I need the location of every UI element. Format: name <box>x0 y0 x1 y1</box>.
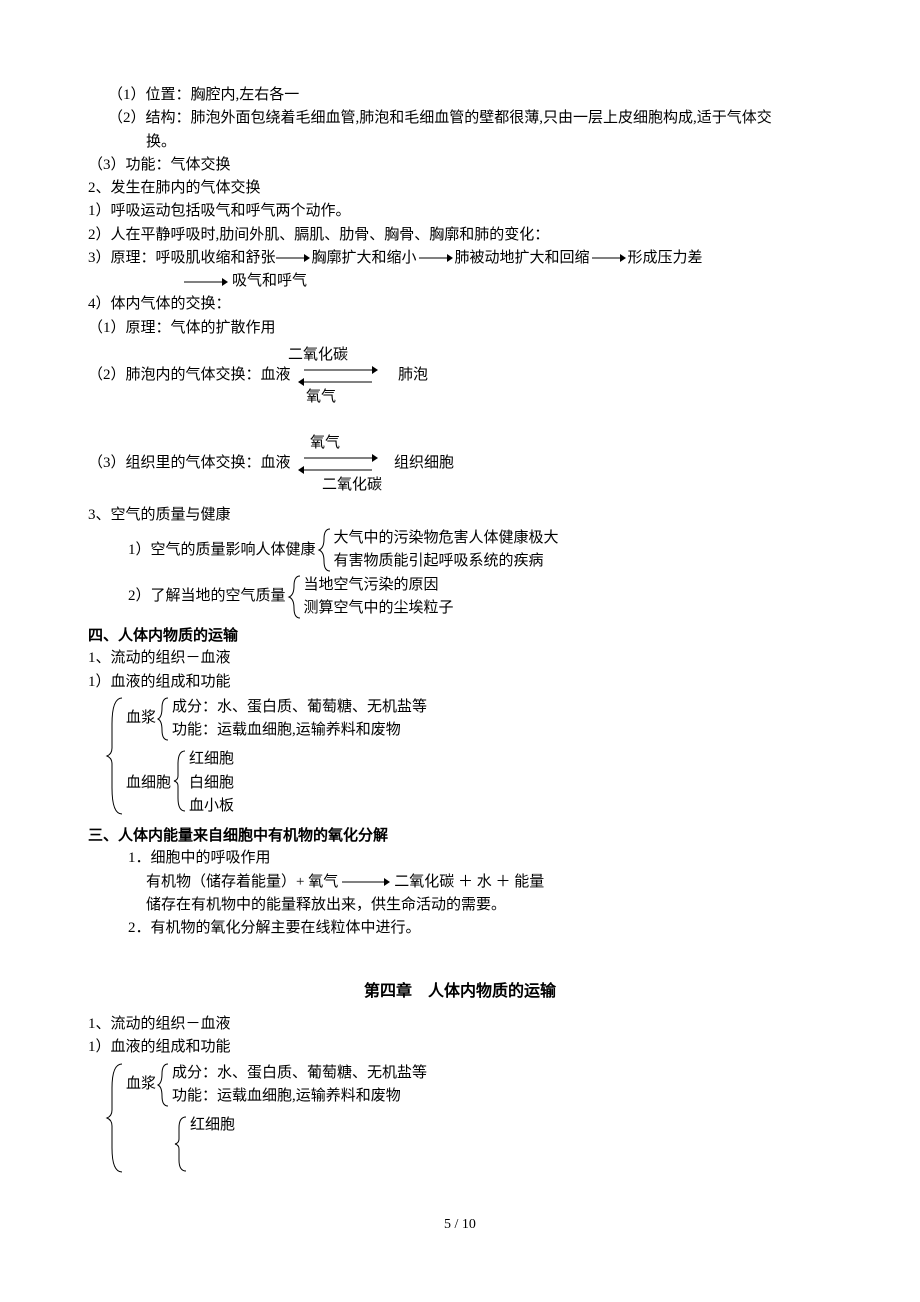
brace-icon <box>316 527 334 573</box>
flow-b: 胸廓扩大和缩小 <box>312 247 417 270</box>
flow-a: 3）原理：呼吸肌收缩和舒张 <box>88 247 276 270</box>
struct-line: （2）结构：肺泡外面包绕着毛细血管,肺泡和毛细血管的壁都很薄,只由一层上皮细胞构… <box>88 107 832 130</box>
bloodcell-row: 血细胞 红细胞 白细胞 血小板 <box>126 748 427 818</box>
sec2: 2、发生在肺内的气体交换 <box>88 177 832 200</box>
brace-icon <box>104 694 126 818</box>
heading-4: 四、人体内物质的运输 <box>88 624 832 647</box>
principle-flow: 3）原理：呼吸肌收缩和舒张 胸廓扩大和缩小 肺被动地扩大和回缩 形成压力差 <box>88 247 832 270</box>
blood-composition: 血浆 成分：水、蛋白质、葡萄糖、无机盐等 功能：运载血细胞,运输养料和废物 血细… <box>88 694 832 820</box>
brace-icon <box>104 1060 126 1176</box>
alveoli-exchange-diagram: 二氧化碳 （2）肺泡内的气体交换：血液 肺泡 氧气 <box>88 342 832 412</box>
double-arrow-icon <box>298 364 378 388</box>
s4-1-1: 1）血液的组成和功能 <box>88 671 832 694</box>
flow-c: 肺被动地扩大和回缩 <box>455 247 590 270</box>
r4-1: 1、流动的组织－血液 <box>88 1013 832 1036</box>
flow-e: 吸气和呼气 <box>232 270 307 293</box>
aq1-items: 大气中的污染物危害人体健康极大 有害物质能引起呼吸系统的疾病 <box>334 527 559 574</box>
bloodcell-label: 血细胞 <box>126 772 171 795</box>
arrow-right-icon <box>184 276 228 288</box>
eq-right: 二氧化碳 ＋ 水 ＋ 能量 <box>394 871 544 894</box>
double-arrow-icon <box>298 452 378 476</box>
arrow-right-icon <box>592 252 626 264</box>
arrow-right-icon <box>276 252 310 264</box>
arrow-right-icon <box>419 252 453 264</box>
brace-icon <box>156 696 172 742</box>
aq1-b: 有害物质能引起呼吸系统的疾病 <box>334 550 559 573</box>
flow-d: 形成压力差 <box>628 247 703 270</box>
air-quality-row-2: 2）了解当地的空气质量 当地空气污染的原因 测算空气中的尘埃粒子 <box>88 574 832 621</box>
aq2-items: 当地空气污染的原因 测算空气中的尘埃粒子 <box>304 574 454 621</box>
bc-p: 血小板 <box>189 795 234 818</box>
aq1-label: 1）空气的质量影响人体健康 <box>128 527 316 574</box>
r4-1-1: 1）血液的组成和功能 <box>88 1036 832 1059</box>
s3-1c: 储存在有机物中的能量释放出来，供生命活动的需要。 <box>88 894 832 917</box>
aq1-a: 大气中的污染物危害人体健康极大 <box>334 527 559 550</box>
bloodcell-row-2: 红细胞 <box>126 1114 427 1184</box>
respiration-eq: 有机物（储存着能量）+ 氧气 二氧化碳 ＋ 水 ＋ 能量 <box>88 871 832 894</box>
eq-left: 有机物（储存着能量）+ 氧气 <box>146 871 338 894</box>
loc-line: （1）位置：胸腔内,左右各一 <box>88 84 832 107</box>
principle-flow-2: 吸气和呼气 <box>88 270 832 293</box>
sec2-1: 1）呼吸运动包括吸气和呼气两个动作。 <box>88 200 832 223</box>
struct-line-b: 换。 <box>88 131 832 154</box>
bc-r-2: 红细胞 <box>190 1114 235 1137</box>
plasma-a: 成分：水、蛋白质、葡萄糖、无机盐等 <box>172 696 427 719</box>
plasma-row-2: 血浆 成分：水、蛋白质、葡萄糖、无机盐等 功能：运载血细胞,运输养料和废物 <box>126 1062 427 1109</box>
page-number: 5 / 10 <box>88 1214 832 1236</box>
bc-blank2 <box>190 1161 235 1184</box>
tissue-exchange-diagram: 氧气 （3）组织里的气体交换：血液 组织细胞 二氧化碳 <box>88 432 832 502</box>
plasma-b-2: 功能：运载血细胞,运输养料和废物 <box>172 1085 427 1108</box>
brace-icon <box>156 1062 172 1108</box>
plasma-b: 功能：运载血细胞,运输养料和废物 <box>172 719 427 742</box>
brace-icon <box>171 748 189 814</box>
plasma-label: 血浆 <box>126 707 156 730</box>
air-quality-row-1: 1）空气的质量影响人体健康 大气中的污染物危害人体健康极大 有害物质能引起呼吸系… <box>88 527 832 574</box>
plasma-label-2: 血浆 <box>126 1073 156 1096</box>
brace-icon <box>172 1114 190 1174</box>
ex1-left: （2）肺泡内的气体交换：血液 <box>88 364 291 387</box>
aq2-a: 当地空气污染的原因 <box>304 574 454 597</box>
ex1-right: 肺泡 <box>398 364 428 387</box>
sec4-1: （1）原理：气体的扩散作用 <box>88 317 832 340</box>
bc-w: 白细胞 <box>189 772 234 795</box>
s3-1: 1．细胞中的呼吸作用 <box>88 847 832 870</box>
ex1-bottom: 氧气 <box>306 386 336 409</box>
ex2-bottom: 二氧化碳 <box>322 474 382 497</box>
func-line: （3）功能：气体交换 <box>88 154 832 177</box>
plasma-a-2: 成分：水、蛋白质、葡萄糖、无机盐等 <box>172 1062 427 1085</box>
s4-1: 1、流动的组织－血液 <box>88 647 832 670</box>
sec4: 4）体内气体的交换： <box>88 293 832 316</box>
brace-icon <box>286 574 304 620</box>
plasma-row: 血浆 成分：水、蛋白质、葡萄糖、无机盐等 功能：运载血细胞,运输养料和废物 <box>126 696 427 743</box>
heading-3: 三、人体内能量来自细胞中有机物的氧化分解 <box>88 824 832 847</box>
bc-r: 红细胞 <box>189 748 234 771</box>
bc-blank <box>190 1137 235 1160</box>
sec3: 3、空气的质量与健康 <box>88 504 832 527</box>
ex2-left: （3）组织里的气体交换：血液 <box>88 452 291 475</box>
s3-2: 2．有机物的氧化分解主要在线粒体中进行。 <box>88 917 832 940</box>
ex2-right: 组织细胞 <box>394 452 454 475</box>
aq2-label: 2）了解当地的空气质量 <box>128 574 286 621</box>
sec2-2: 2）人在平静呼吸时,肋间外肌、膈肌、肋骨、胸骨、胸廓和肺的变化： <box>88 224 832 247</box>
arrow-right-icon <box>342 876 390 888</box>
blood-composition-2: 血浆 成分：水、蛋白质、葡萄糖、无机盐等 功能：运载血细胞,运输养料和废物 红细… <box>88 1060 832 1186</box>
aq2-b: 测算空气中的尘埃粒子 <box>304 597 454 620</box>
chapter-4-title: 第四章 人体内物质的运输 <box>88 980 832 1005</box>
